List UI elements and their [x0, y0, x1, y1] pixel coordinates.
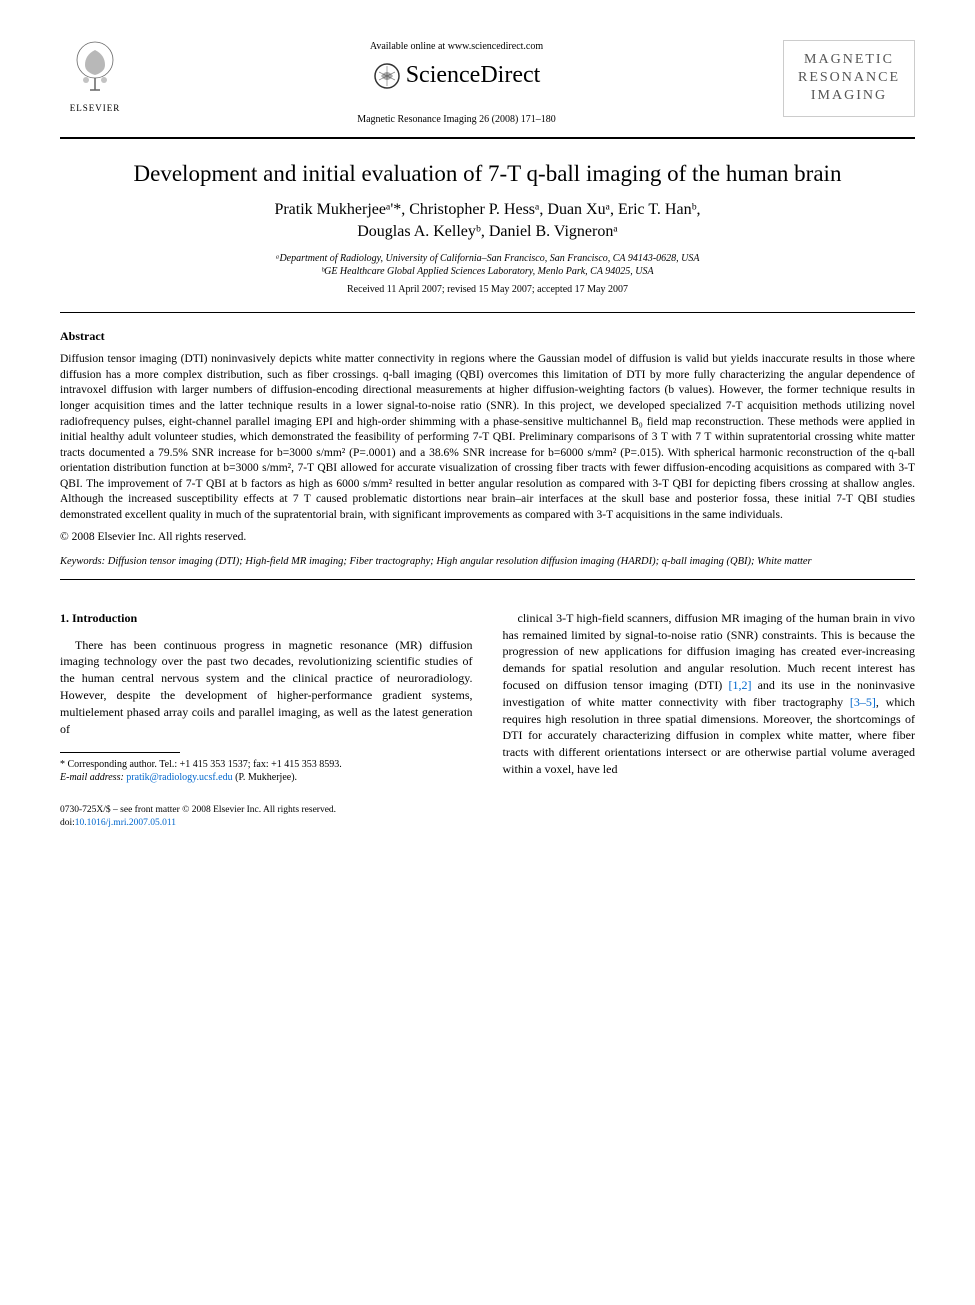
available-text: Available online at www.sciencedirect.co… — [130, 40, 783, 54]
keywords-label: Keywords: — [60, 556, 105, 567]
journal-box: MAGNETIC RESONANCE IMAGING — [783, 40, 915, 117]
journal-box-line3: IMAGING — [789, 87, 909, 105]
col2-para: clinical 3-T high-field scanners, diffus… — [503, 610, 916, 778]
footnote-corr: * Corresponding author. Tel.: +1 415 353… — [60, 758, 473, 771]
affil-a: ᵃDepartment of Radiology, University of … — [60, 252, 915, 265]
affiliations: ᵃDepartment of Radiology, University of … — [60, 252, 915, 278]
intro-heading: 1. Introduction — [60, 610, 473, 627]
footer-doi[interactable]: 10.1016/j.mri.2007.05.011 — [75, 818, 176, 828]
divider-bottom — [60, 579, 915, 580]
elsevier-label: ELSEVIER — [60, 102, 130, 115]
ref-link-1[interactable]: [1,2] — [728, 678, 751, 692]
body-columns: 1. Introduction There has been continuou… — [60, 610, 915, 829]
footnote-divider — [60, 752, 180, 753]
article-title: Development and initial evaluation of 7-… — [100, 159, 875, 189]
affil-b: ᵇGE Healthcare Global Applied Sciences L… — [60, 265, 915, 278]
divider-mid — [60, 312, 915, 313]
journal-box-line1: MAGNETIC — [789, 51, 909, 69]
column-left: 1. Introduction There has been continuou… — [60, 610, 473, 829]
keywords-text: Diffusion tensor imaging (DTI); High-fie… — [108, 556, 812, 567]
authors: Pratik Mukherjeeᵃ'*, Christopher P. Hess… — [60, 199, 915, 244]
footer-info: 0730-725X/$ – see front matter © 2008 El… — [60, 804, 473, 829]
column-right: clinical 3-T high-field scanners, diffus… — [503, 610, 916, 829]
intro-para1: There has been continuous progress in ma… — [60, 637, 473, 738]
footer-issn: 0730-725X/$ – see front matter © 2008 El… — [60, 804, 473, 816]
journal-ref: Magnetic Resonance Imaging 26 (2008) 171… — [130, 113, 783, 127]
elsevier-tree-icon — [70, 40, 120, 95]
sciencedirect-text: ScienceDirect — [406, 59, 541, 93]
footer-doi-line: doi:10.1016/j.mri.2007.05.011 — [60, 817, 473, 829]
abstract-text: Diffusion tensor imaging (DTI) noninvasi… — [60, 352, 915, 523]
dates: Received 11 April 2007; revised 15 May 2… — [60, 283, 915, 297]
divider-top — [60, 137, 915, 139]
sciencedirect-icon — [373, 62, 401, 90]
footnote-email[interactable]: pratik@radiology.ucsf.edu — [126, 772, 232, 783]
authors-line2: Douglas A. Kelleyᵇ, Daniel B. Vigneronᵃ — [357, 223, 617, 240]
footnote-email-name: (P. Mukherjee). — [235, 772, 297, 783]
footer-doi-label: doi: — [60, 818, 75, 828]
keywords: Keywords: Diffusion tensor imaging (DTI)… — [60, 555, 915, 569]
copyright-line: © 2008 Elsevier Inc. All rights reserved… — [60, 529, 915, 545]
footnote-email-line: E-mail address: pratik@radiology.ucsf.ed… — [60, 771, 473, 784]
center-header: Available online at www.sciencedirect.co… — [130, 40, 783, 127]
journal-box-line2: RESONANCE — [789, 69, 909, 87]
abstract-heading: Abstract — [60, 328, 915, 345]
authors-line1: Pratik Mukherjeeᵃ'*, Christopher P. Hess… — [274, 201, 700, 218]
sciencedirect-logo: ScienceDirect — [373, 59, 541, 93]
header-row: ELSEVIER Available online at www.science… — [60, 40, 915, 127]
ref-link-2[interactable]: [3–5] — [850, 695, 876, 709]
footnote-email-label: E-mail address: — [60, 772, 124, 783]
elsevier-logo: ELSEVIER — [60, 40, 130, 115]
